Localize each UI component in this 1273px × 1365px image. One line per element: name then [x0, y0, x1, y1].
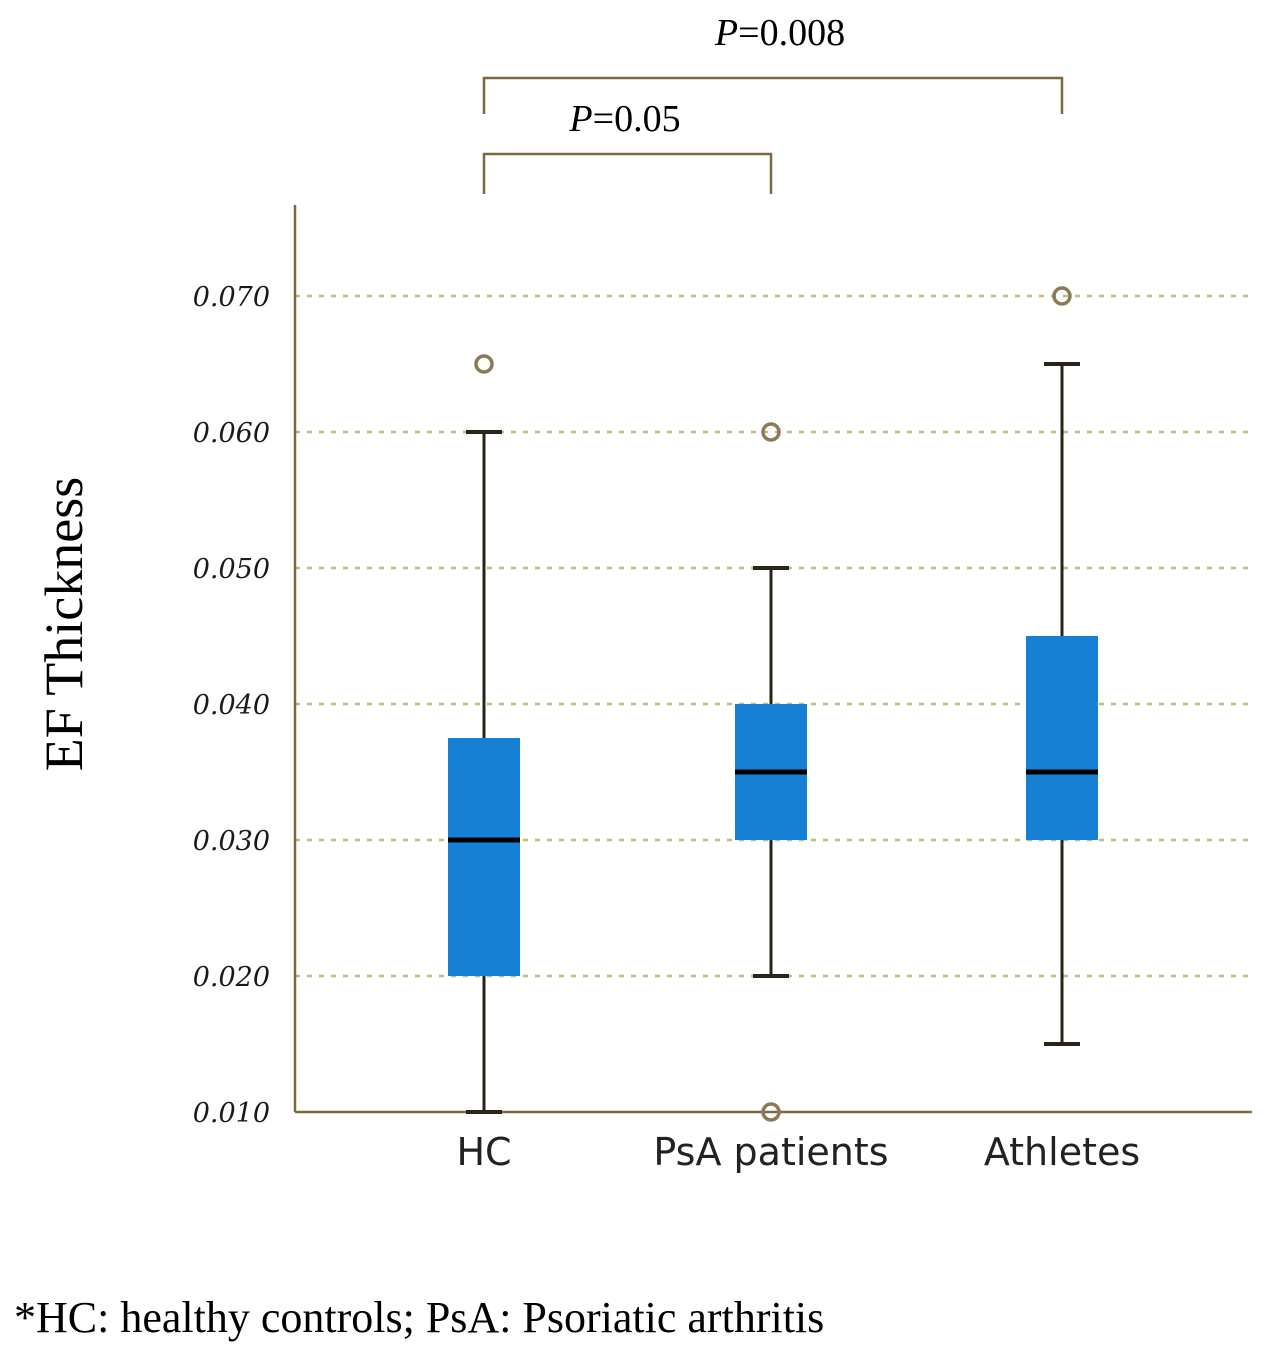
box-group-hc: [448, 354, 520, 1114]
box-group-athletes: [1026, 286, 1098, 1046]
p-symbol: P: [714, 12, 738, 54]
x-category-label: HC: [456, 1130, 511, 1174]
outlier-point: [474, 354, 494, 374]
y-tick-label: 0.030: [193, 826, 270, 857]
significance-bracket: [482, 152, 773, 194]
y-tick-label: 0.020: [193, 962, 270, 993]
p-value-label: P=0.05: [568, 98, 680, 140]
y-tick-label: 0.060: [193, 418, 270, 449]
outlier-point: [761, 422, 781, 442]
x-category-label: Athletes: [984, 1130, 1140, 1174]
outlier-point: [761, 1102, 781, 1122]
y-tick-label: 0.050: [193, 554, 270, 585]
p-value-label: P=0.008: [714, 12, 845, 54]
y-tick-label: 0.070: [193, 282, 270, 313]
box-iqr: [1026, 636, 1098, 840]
y-axis-title: EF Thickness: [34, 477, 94, 772]
p-value: =0.05: [593, 98, 681, 140]
significance-bracket: [482, 76, 1064, 114]
p-symbol: P: [568, 98, 592, 140]
footnote: *HC: healthy controls; PsA: Psoriatic ar…: [14, 1293, 825, 1342]
box-iqr: [448, 738, 520, 976]
p-value: =0.008: [738, 12, 845, 54]
x-category-label: PsA patients: [653, 1130, 888, 1174]
y-tick-label: 0.040: [193, 690, 270, 721]
box-group-psa-patients: [735, 422, 807, 1122]
boxplot-chart: P=0.05P=0.008 0.0100.0200.0300.0400.0500…: [34, 12, 1252, 1174]
y-tick-label: 0.010: [193, 1098, 270, 1129]
outlier-point: [1052, 286, 1072, 306]
